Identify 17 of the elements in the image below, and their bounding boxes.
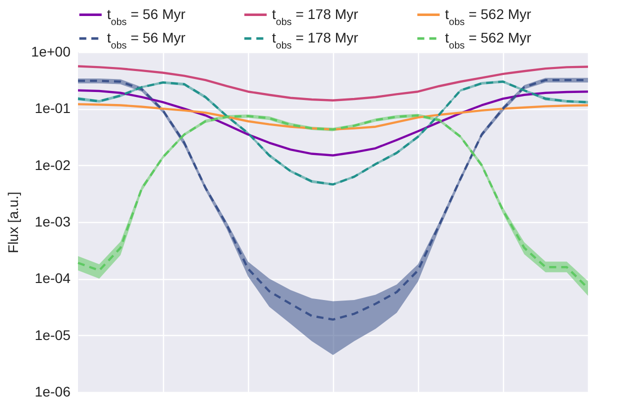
y-axis-title: Flux [a.u.] <box>5 192 22 254</box>
legend-label: t$_{obs}$ = 56 Myr <box>107 6 186 28</box>
y-tick-label: 1e-01 <box>34 100 71 116</box>
legend-label: t$_{obs}$ = 178 Myr <box>272 30 359 51</box>
y-tick-label: 1e-02 <box>34 156 71 173</box>
y-tick-label: 1e-03 <box>34 214 71 230</box>
line-series <box>76 89 590 156</box>
legend-label: t$_{obs}$ = 56 Myr <box>107 30 186 51</box>
y-tick-label: 1e-05 <box>34 326 71 343</box>
y-tick-label: 1e-04 <box>34 270 71 286</box>
y-tick-label: 1e-06 <box>34 384 71 400</box>
legend-label: t$_{obs}$ = 562 Myr <box>445 6 532 28</box>
legend-label: t$_{obs}$ = 178 Myr <box>272 6 359 28</box>
y-tick-label: 1e+00 <box>31 44 71 60</box>
line-series <box>76 103 590 131</box>
line-series <box>76 65 590 102</box>
legend-label: t$_{obs}$ = 562 Myr <box>445 30 532 51</box>
